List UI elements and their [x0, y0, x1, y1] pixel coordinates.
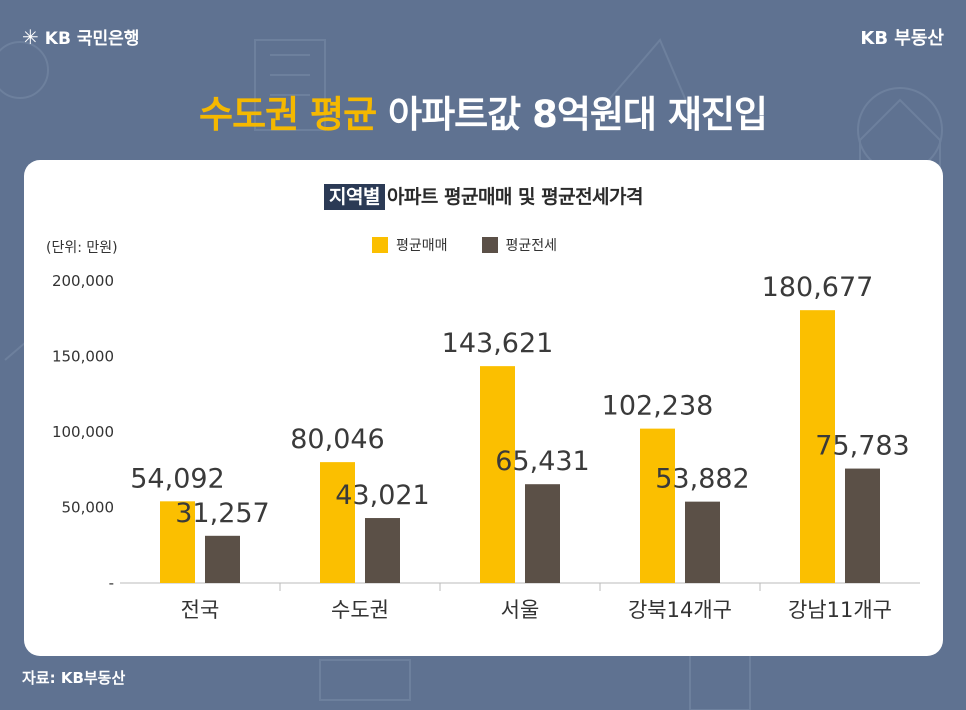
data-label-jeonse: 53,882 — [655, 464, 749, 495]
bar-jeonse — [685, 501, 720, 583]
legend-item-sale: 평균매매 — [372, 235, 448, 255]
kb-bank-logo: ✳ KB 국민은행 — [22, 24, 140, 50]
bar-chart: - 50,000 100,000 150,000 200,000 54,092 31,257… — [52, 272, 920, 622]
bar-jeonse — [845, 468, 880, 583]
kb-star-icon: ✳ — [22, 24, 39, 49]
legend-swatch-jeonse — [481, 237, 498, 253]
bar-sale — [480, 366, 515, 583]
data-label-sale: 102,238 — [602, 391, 714, 422]
legend-label-sale: 평균매매 — [396, 238, 448, 254]
y-tick-label: - — [109, 574, 114, 592]
data-label-jeonse: 65,431 — [495, 446, 589, 477]
bar-sale — [640, 428, 675, 583]
headline: 수도권 평균 아파트값 8억원대 재진입 — [0, 84, 966, 138]
legend-item-jeonse: 평균전세 — [481, 235, 558, 255]
data-label-jeonse: 43,021 — [335, 480, 429, 511]
y-tick-label: 50,000 — [62, 499, 115, 517]
legend-label-jeonse: 평균전세 — [505, 238, 558, 254]
y-tick-label: 150,000 — [52, 348, 114, 366]
data-label-jeonse: 75,783 — [815, 431, 909, 462]
chart-card: 지역별 아파트 평균매매 및 평균전세가격 (단위: 만원) 평균매매 평균전세 … — [24, 160, 943, 656]
bar-sale — [800, 310, 835, 583]
y-tick-label: 200,000 — [52, 272, 114, 290]
bar-jeonse — [365, 518, 400, 583]
data-label-sale: 143,621 — [442, 328, 554, 359]
source-note: 자료: KB부동산 — [22, 669, 126, 687]
data-label-sale: 80,046 — [290, 424, 384, 455]
y-tick-label: 100,000 — [52, 423, 114, 441]
bar-jeonse — [205, 535, 240, 583]
bar-sale — [320, 462, 355, 583]
chart-title: 지역별 아파트 평균매매 및 평균전세가격 — [24, 182, 943, 210]
category-label: 강북14개구 — [628, 598, 732, 622]
category-label: 수도권 — [331, 598, 389, 622]
headline-highlight: 수도권 평균 — [199, 93, 377, 136]
category-label: 서울 — [501, 598, 540, 622]
bar-sale — [160, 501, 195, 583]
data-label-sale: 180,677 — [762, 272, 874, 303]
category-label: 전국 — [181, 598, 220, 622]
legend-swatch-sale — [372, 237, 388, 253]
bank-name: KB 국민은행 — [44, 29, 140, 49]
legend: 평균매매 평균전세 — [372, 235, 557, 255]
bar-jeonse — [525, 484, 560, 583]
category-label: 강남11개구 — [788, 598, 892, 622]
chart-title-highlight: 지역별 — [323, 184, 385, 210]
unit-label: (단위: 만원) — [46, 240, 118, 256]
data-label-sale: 54,092 — [130, 463, 224, 494]
chart-title-text: 아파트 평균매매 및 평균전세가격 — [386, 186, 644, 208]
headline-rest: 아파트값 8억원대 재진입 — [388, 93, 768, 136]
data-label-jeonse: 31,257 — [175, 498, 269, 529]
kb-realty-logo: KB 부동산 — [860, 28, 944, 49]
